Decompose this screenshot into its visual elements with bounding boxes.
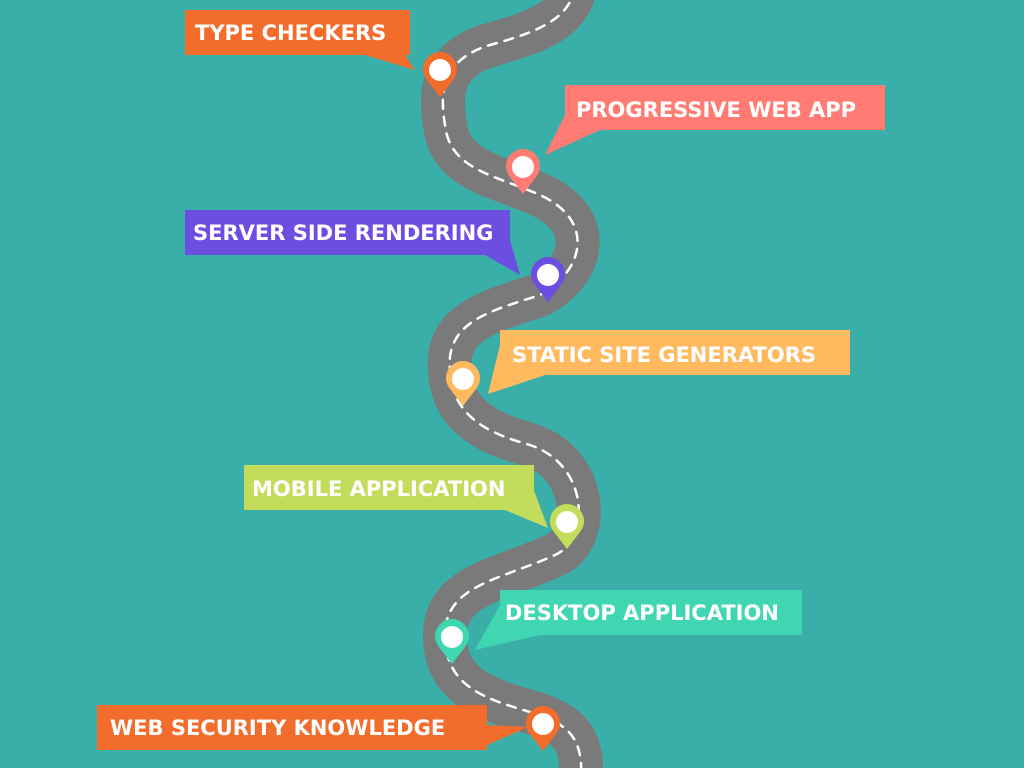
milestone-label: PROGRESSIVE WEB APP [576,98,856,122]
milestone-label: MOBILE APPLICATION [252,477,505,501]
callout-tail [487,725,528,745]
map-pin-icon [446,361,481,406]
milestone-label: TYPE CHECKERS [195,21,386,45]
callout-box [185,210,510,255]
milestone-type-checkers: TYPE CHECKERS [185,10,457,97]
callout-box [244,465,534,510]
milestone-mobile-application: MOBILE APPLICATION [244,465,584,549]
map-pin-icon [423,52,457,97]
callout-box [97,705,487,750]
milestone-label: WEB SECURITY KNOWLEDGE [110,716,445,740]
callout-box [185,10,410,55]
map-pin-icon [506,149,540,194]
map-pin-icon [526,706,560,751]
milestone-web-security-knowledge: WEB SECURITY KNOWLEDGE [97,705,560,751]
callout-tail [485,240,520,275]
map-pin-icon [530,257,565,302]
callout-box [500,590,802,635]
milestone-server-side-rendering: SERVER SIDE RENDERING [185,210,565,302]
milestone-label: SERVER SIDE RENDERING [193,221,493,245]
callout-box [565,85,885,130]
milestone-desktop-application: DESKTOP APPLICATION [435,590,802,664]
milestone-label: DESKTOP APPLICATION [505,601,779,625]
milestone-progressive-web-app: PROGRESSIVE WEB APP [506,85,885,194]
map-pin-icon [435,619,470,664]
map-pin-icon [550,504,584,549]
callout-box [500,330,850,375]
callout-tail [365,55,415,70]
milestone-static-site-generators: STATIC SITE GENERATORS [446,330,850,406]
milestones: TYPE CHECKERS PROGRESSIVE WEB APP SERVER S… [97,10,885,751]
milestone-label: STATIC SITE GENERATORS [512,343,816,367]
